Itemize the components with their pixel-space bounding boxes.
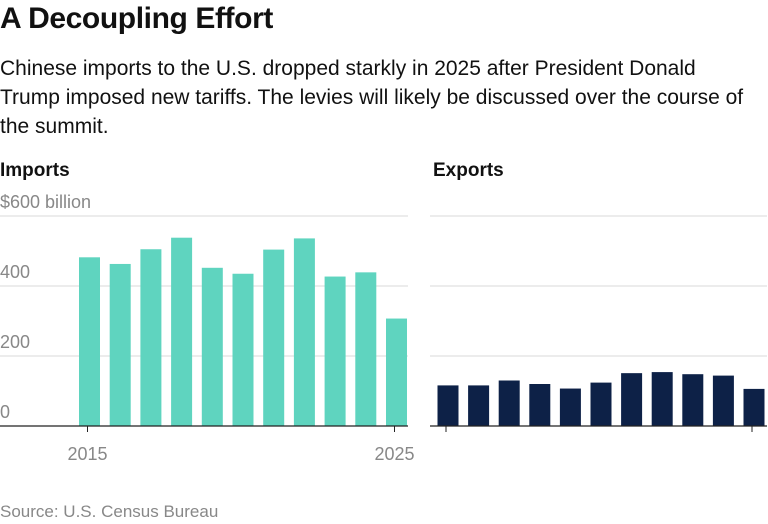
exports-bar xyxy=(559,388,581,426)
imports-y-tick-labels: 0 200 400 $600 billion xyxy=(0,192,91,422)
charts-area: Imports Exports 0 200 400 $600 billion 2015… xyxy=(0,160,767,464)
imports-bar xyxy=(324,276,346,426)
imports-bar xyxy=(386,318,407,426)
exports-bar xyxy=(590,382,612,426)
exports-bars xyxy=(437,372,765,426)
y-tick-label: $600 billion xyxy=(0,192,91,212)
source-note: Source: U.S. Census Bureau xyxy=(0,502,219,521)
exports-x-ticks xyxy=(445,426,753,432)
x-tick-label: 2025 xyxy=(374,444,414,464)
imports-bar xyxy=(171,237,193,426)
exports-bar xyxy=(743,388,765,426)
chart-subtitle: Chinese imports to the U.S. dropped star… xyxy=(0,57,744,138)
imports-bar xyxy=(355,272,377,426)
imports-bar xyxy=(232,273,254,426)
exports-bar xyxy=(651,372,673,426)
imports-x-ticks: 2015 2025 xyxy=(67,426,415,464)
imports-bar xyxy=(201,267,223,426)
imports-bar xyxy=(263,249,285,426)
y-tick-label: 400 xyxy=(0,262,30,282)
exports-panel-title: Exports xyxy=(433,160,504,181)
exports-bar xyxy=(529,384,551,426)
imports-bar xyxy=(79,257,100,426)
chart-title: A Decoupling Effort xyxy=(0,2,273,35)
exports-bar xyxy=(468,385,490,426)
imports-bar xyxy=(109,263,131,426)
y-tick-label: 200 xyxy=(0,332,30,352)
exports-bar xyxy=(437,385,459,426)
imports-panel-title: Imports xyxy=(0,160,70,181)
y-tick-label: 0 xyxy=(0,402,10,422)
exports-bar xyxy=(712,375,734,426)
imports-bar xyxy=(293,238,315,426)
imports-bars xyxy=(79,237,407,426)
exports-bar xyxy=(682,374,704,426)
exports-bar xyxy=(621,373,643,426)
exports-bar xyxy=(498,380,520,426)
x-tick-label: 2015 xyxy=(67,444,107,464)
exports-gridlines xyxy=(430,215,767,357)
imports-bar xyxy=(140,249,162,426)
